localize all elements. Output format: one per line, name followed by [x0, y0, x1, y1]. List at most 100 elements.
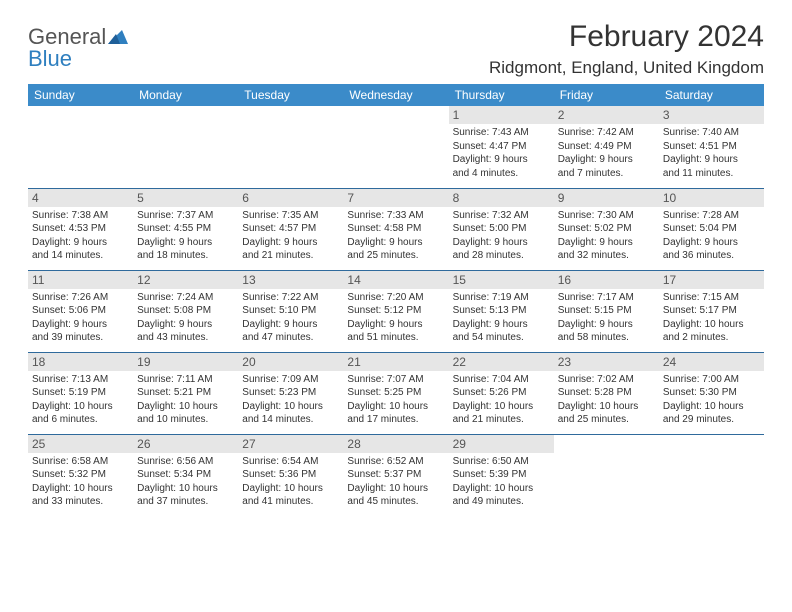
day-info-line: Daylight: 9 hours	[32, 318, 129, 332]
calendar-day-cell	[28, 106, 133, 188]
day-number: 11	[28, 271, 133, 289]
calendar-week: 18 Sunrise: 7:13 AMSunset: 5:19 PMDayligh…	[28, 352, 764, 434]
calendar-day-cell: 2 Sunrise: 7:42 AMSunset: 4:49 PMDaylight…	[554, 106, 659, 188]
day-number: 12	[133, 271, 238, 289]
day-info-line: Sunset: 5:37 PM	[347, 468, 444, 482]
day-number: 4	[28, 189, 133, 207]
day-info-line: and 14 minutes.	[32, 249, 129, 263]
day-info: Sunrise: 7:15 AMSunset: 5:17 PMDaylight:…	[663, 291, 760, 345]
day-info-line: and 18 minutes.	[137, 249, 234, 263]
day-info: Sunrise: 7:40 AMSunset: 4:51 PMDaylight:…	[663, 126, 760, 180]
day-info-line: Sunset: 5:10 PM	[242, 304, 339, 318]
calendar-day-cell: 28Sunrise: 6:52 AMSunset: 5:37 PMDayligh…	[343, 434, 448, 516]
day-info-line: Sunrise: 7:15 AM	[663, 291, 760, 305]
day-info-line: and 41 minutes.	[242, 495, 339, 509]
day-info-line: Sunset: 5:32 PM	[32, 468, 129, 482]
day-info: Sunrise: 7:02 AMSunset: 5:28 PMDaylight:…	[558, 373, 655, 427]
day-header: Tuesday	[238, 84, 343, 106]
day-info: Sunrise: 6:50 AMSunset: 5:39 PMDaylight:…	[453, 455, 550, 509]
day-info-line: Daylight: 10 hours	[347, 482, 444, 496]
day-info-line: Sunset: 5:12 PM	[347, 304, 444, 318]
day-header: Friday	[554, 84, 659, 106]
day-info-line: Sunset: 5:15 PM	[558, 304, 655, 318]
day-number: 22	[449, 353, 554, 371]
calendar-day-cell: 14Sunrise: 7:20 AMSunset: 5:12 PMDayligh…	[343, 270, 448, 352]
day-info-line: Sunset: 4:57 PM	[242, 222, 339, 236]
day-info-line: Sunset: 5:21 PM	[137, 386, 234, 400]
day-number: 8	[449, 189, 554, 207]
day-info-line: and 43 minutes.	[137, 331, 234, 345]
day-info-line: Daylight: 9 hours	[347, 318, 444, 332]
day-info-line: Sunset: 5:19 PM	[32, 386, 129, 400]
day-info-line: and 7 minutes.	[558, 167, 655, 181]
day-info-line: Sunset: 4:53 PM	[32, 222, 129, 236]
day-header: Sunday	[28, 84, 133, 106]
day-info-line: and 51 minutes.	[347, 331, 444, 345]
day-info-line: Sunrise: 6:54 AM	[242, 455, 339, 469]
day-number: 25	[28, 435, 133, 453]
day-number: 6	[238, 189, 343, 207]
logo-text-b: Blue	[28, 46, 72, 71]
day-info-line: and 49 minutes.	[453, 495, 550, 509]
day-header: Wednesday	[343, 84, 448, 106]
day-info-line: Sunset: 5:13 PM	[453, 304, 550, 318]
day-info: Sunrise: 7:24 AMSunset: 5:08 PMDaylight:…	[137, 291, 234, 345]
day-info-line: and 54 minutes.	[453, 331, 550, 345]
calendar-day-cell: 1Sunrise: 7:43 AMSunset: 4:47 PMDaylight…	[449, 106, 554, 188]
month-title: February 2024	[489, 20, 764, 54]
day-info: Sunrise: 7:38 AMSunset: 4:53 PMDaylight:…	[32, 209, 129, 263]
calendar-page: General Blue February 2024 Ridgmont, Eng…	[0, 0, 792, 536]
calendar-day-cell: 16Sunrise: 7:17 AMSunset: 5:15 PMDayligh…	[554, 270, 659, 352]
day-info-line: Daylight: 9 hours	[32, 236, 129, 250]
day-info-line: Sunrise: 7:35 AM	[242, 209, 339, 223]
day-number: 19	[133, 353, 238, 371]
day-number: 29	[449, 435, 554, 453]
day-info-line: Daylight: 10 hours	[137, 482, 234, 496]
day-info-line: Sunrise: 7:07 AM	[347, 373, 444, 387]
logo-text: General Blue	[28, 26, 128, 70]
day-number: 2	[554, 106, 659, 124]
day-info-line: Daylight: 9 hours	[453, 236, 550, 250]
day-info-line: Daylight: 9 hours	[347, 236, 444, 250]
day-info-line: and 2 minutes.	[663, 331, 760, 345]
calendar-week: 1Sunrise: 7:43 AMSunset: 4:47 PMDaylight…	[28, 106, 764, 188]
logo-glyph-icon	[108, 26, 128, 48]
day-info-line: and 17 minutes.	[347, 413, 444, 427]
day-info-line: Daylight: 10 hours	[137, 400, 234, 414]
day-info-line: and 28 minutes.	[453, 249, 550, 263]
day-info: Sunrise: 7:19 AMSunset: 5:13 PMDaylight:…	[453, 291, 550, 345]
day-info: Sunrise: 7:07 AMSunset: 5:25 PMDaylight:…	[347, 373, 444, 427]
day-info: Sunrise: 7:11 AMSunset: 5:21 PMDaylight:…	[137, 373, 234, 427]
day-info: Sunrise: 7:42 AMSunset: 4:49 PMDaylight:…	[558, 126, 655, 180]
calendar-day-cell: 13Sunrise: 7:22 AMSunset: 5:10 PMDayligh…	[238, 270, 343, 352]
day-number: 18	[28, 353, 133, 371]
calendar-day-cell: 23Sunrise: 7:02 AMSunset: 5:28 PMDayligh…	[554, 352, 659, 434]
calendar-week: 4 Sunrise: 7:38 AMSunset: 4:53 PMDaylight…	[28, 188, 764, 270]
calendar-day-cell: 20Sunrise: 7:09 AMSunset: 5:23 PMDayligh…	[238, 352, 343, 434]
day-info-line: Sunrise: 7:17 AM	[558, 291, 655, 305]
day-info-line: Daylight: 10 hours	[663, 318, 760, 332]
day-info-line: and 25 minutes.	[558, 413, 655, 427]
day-info-line: and 39 minutes.	[32, 331, 129, 345]
day-info-line: and 33 minutes.	[32, 495, 129, 509]
day-info-line: Sunset: 5:36 PM	[242, 468, 339, 482]
day-number: 21	[343, 353, 448, 371]
day-info: Sunrise: 7:22 AMSunset: 5:10 PMDaylight:…	[242, 291, 339, 345]
day-header: Thursday	[449, 84, 554, 106]
day-number: 26	[133, 435, 238, 453]
day-info-line: Sunset: 5:34 PM	[137, 468, 234, 482]
day-info-line: Daylight: 9 hours	[558, 236, 655, 250]
day-number: 14	[343, 271, 448, 289]
day-info-line: Sunrise: 6:52 AM	[347, 455, 444, 469]
day-number: 24	[659, 353, 764, 371]
day-info: Sunrise: 7:13 AMSunset: 5:19 PMDaylight:…	[32, 373, 129, 427]
day-number: 17	[659, 271, 764, 289]
location-text: Ridgmont, England, United Kingdom	[489, 58, 764, 78]
calendar-day-cell: 5Sunrise: 7:37 AMSunset: 4:55 PMDaylight…	[133, 188, 238, 270]
calendar-day-cell	[554, 434, 659, 516]
day-info-line: Sunset: 5:26 PM	[453, 386, 550, 400]
day-info-line: and 45 minutes.	[347, 495, 444, 509]
day-info: Sunrise: 7:35 AMSunset: 4:57 PMDaylight:…	[242, 209, 339, 263]
day-info-line: Daylight: 10 hours	[453, 482, 550, 496]
day-info-line: Sunset: 5:28 PM	[558, 386, 655, 400]
